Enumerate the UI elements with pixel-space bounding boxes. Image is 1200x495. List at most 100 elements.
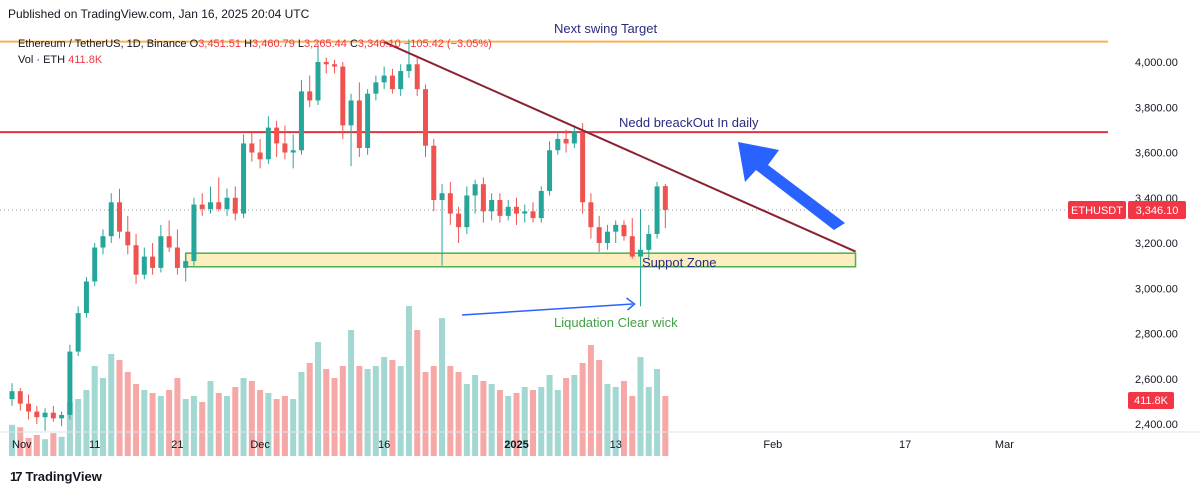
candle-body bbox=[414, 64, 420, 90]
x-tick-label: Feb bbox=[763, 439, 782, 451]
chart-legend: Ethereum / TetherUS, 1D, Binance O3,451.… bbox=[18, 36, 492, 68]
brand-name: TradingView bbox=[25, 469, 102, 484]
candle-body bbox=[34, 411, 40, 418]
candle-body bbox=[522, 211, 528, 214]
volume-bar bbox=[612, 387, 619, 456]
volume-bar bbox=[414, 330, 421, 456]
breakout-arrow-icon bbox=[738, 142, 845, 230]
current-price-tag-bg bbox=[1128, 200, 1186, 219]
volume-bar bbox=[66, 402, 73, 456]
swing-target-label: Next swing Target bbox=[554, 21, 657, 36]
wick-arrow-line bbox=[461, 303, 633, 316]
y-tick-label: 2,600.00 bbox=[1135, 374, 1178, 386]
volume-tag-bg bbox=[1128, 392, 1174, 409]
descending-trendline bbox=[383, 41, 856, 253]
volume-bar bbox=[17, 427, 24, 456]
candlesticks bbox=[9, 39, 668, 431]
candle-body bbox=[646, 233, 652, 250]
volume-bar bbox=[579, 363, 586, 456]
y-tick-label: 3,600.00 bbox=[1135, 148, 1178, 160]
volume-bar bbox=[273, 399, 280, 456]
volume-bar bbox=[42, 439, 49, 456]
candle-body bbox=[17, 391, 23, 404]
candle-body bbox=[588, 202, 594, 228]
volume-bar bbox=[604, 384, 611, 456]
candle-body bbox=[274, 127, 280, 144]
candle-body bbox=[356, 100, 362, 148]
volume-bar bbox=[356, 366, 363, 456]
candle-body bbox=[249, 143, 255, 153]
y-tick-label: 2,400.00 bbox=[1135, 419, 1178, 431]
legend-price-row: Ethereum / TetherUS, 1D, Binance O3,451.… bbox=[18, 36, 492, 52]
candle-body bbox=[191, 204, 197, 262]
volume-bar bbox=[637, 357, 644, 456]
candle-body bbox=[613, 224, 619, 232]
candle-body bbox=[75, 313, 81, 352]
candle-body bbox=[282, 143, 288, 153]
candle-body bbox=[117, 202, 123, 232]
candle-body bbox=[224, 197, 230, 210]
candle-body bbox=[439, 193, 445, 201]
candle-body bbox=[158, 236, 164, 268]
candle-body bbox=[638, 249, 644, 257]
candle-body bbox=[571, 132, 577, 144]
volume-bar bbox=[348, 330, 355, 456]
candle-body bbox=[538, 190, 544, 219]
volume-bar bbox=[364, 369, 371, 456]
volume-bar bbox=[538, 387, 545, 456]
volume-bar bbox=[240, 378, 247, 456]
volume-bar bbox=[620, 381, 627, 456]
volume-bar bbox=[596, 360, 603, 456]
volume-bar bbox=[405, 306, 412, 456]
volume-bar bbox=[182, 399, 189, 456]
volume-bar bbox=[430, 366, 437, 456]
candle-body bbox=[42, 412, 48, 418]
volume-bar bbox=[372, 366, 379, 456]
legend-close-label: C bbox=[349, 38, 358, 50]
candle-body bbox=[348, 100, 354, 126]
current-price-tag: 3,346.10 bbox=[1136, 205, 1179, 217]
legend-close: 3,346.10 bbox=[357, 38, 401, 50]
wick-label: Liqudation Clear wick bbox=[554, 315, 678, 330]
candle-body bbox=[290, 150, 296, 153]
legend-volume-row: Vol · ETH 411.8K bbox=[18, 52, 492, 68]
volume-bar bbox=[463, 384, 470, 456]
volume-bar bbox=[75, 399, 82, 456]
tradingview-brand[interactable]: 17 TradingView bbox=[10, 469, 102, 484]
candle-body bbox=[596, 227, 602, 243]
candle-body bbox=[332, 64, 338, 67]
y-tick-label: 3,000.00 bbox=[1135, 283, 1178, 295]
candle-body bbox=[83, 281, 89, 314]
candle-body bbox=[406, 64, 412, 72]
candle-body bbox=[629, 236, 635, 257]
volume-bar bbox=[290, 399, 297, 456]
candle-body bbox=[232, 197, 238, 214]
volume-tag: 411.8K bbox=[1134, 395, 1169, 407]
volume-bar bbox=[496, 390, 503, 456]
candle-body bbox=[100, 236, 106, 248]
legend-volume-label[interactable]: Vol · ETH bbox=[18, 54, 66, 66]
volume-bar bbox=[439, 318, 446, 456]
price-levels bbox=[0, 40, 1108, 268]
candle-body bbox=[513, 206, 519, 214]
candle-body bbox=[257, 152, 263, 160]
volume-bar bbox=[306, 363, 313, 456]
volume-bar bbox=[298, 372, 305, 456]
volume-bar bbox=[50, 433, 57, 456]
y-tick-label: 3,800.00 bbox=[1135, 102, 1178, 114]
candle-body bbox=[133, 245, 139, 275]
volume-bar bbox=[108, 354, 115, 456]
x-tick-label: 17 bbox=[899, 439, 911, 451]
candle-body bbox=[340, 66, 346, 126]
legend-symbol[interactable]: Ethereum / TetherUS, 1D, Binance bbox=[18, 38, 187, 50]
candle-body bbox=[166, 236, 172, 248]
legend-high: 3,460.79 bbox=[252, 38, 295, 50]
candle-body bbox=[298, 91, 304, 151]
candle-body bbox=[398, 71, 404, 90]
symbol-tag-bg bbox=[1068, 200, 1126, 219]
candle-body bbox=[365, 93, 371, 148]
volume-bar bbox=[654, 369, 661, 456]
x-tick-label: Dec bbox=[250, 439, 270, 451]
volume-bar bbox=[133, 384, 140, 456]
